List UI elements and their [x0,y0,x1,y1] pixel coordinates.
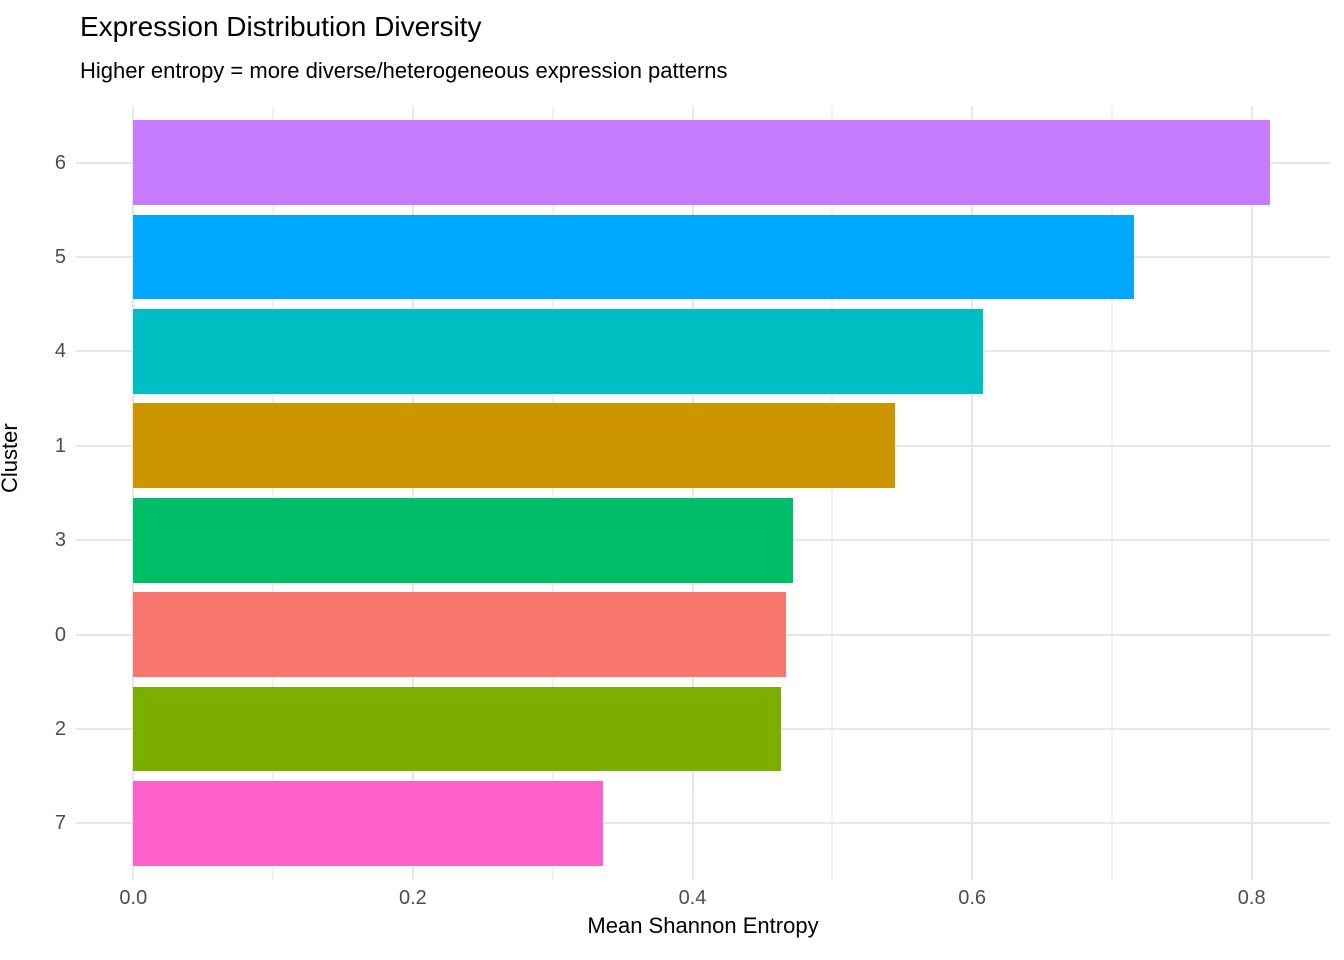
y-tick-label-0: 0 [54,623,66,646]
bar-cluster-4 [133,308,984,394]
y-tick-label-2: 2 [54,717,66,740]
plot-panel [76,106,1330,880]
y-tick-label-1: 1 [54,434,66,457]
y-tick-label-7: 7 [54,812,66,835]
x-tick-label-0.4: 0.4 [678,887,707,909]
bar-cluster-5 [133,214,1135,300]
bar-cluster-7 [133,780,604,866]
x-tick-label-0.6: 0.6 [958,887,987,909]
chart-subtitle: Higher entropy = more diverse/heterogene… [80,58,728,83]
chart-title: Expression Distribution Diversity [80,11,482,42]
y-tick-label-3: 3 [54,529,66,552]
bar-cluster-0 [133,592,787,678]
y-tick-label-5: 5 [54,246,66,269]
x-tick-label-0.0: 0.0 [119,887,148,909]
bar-cluster-1 [133,403,896,489]
y-gridline-cluster-7 [76,822,1330,825]
x-major-gridline-0.4 [691,106,694,880]
x-tick-label-0.2: 0.2 [399,887,427,909]
x-tick-label-0.8: 0.8 [1237,887,1266,909]
x-major-gridline-0.6 [971,106,974,880]
y-axis-title: Cluster [0,423,22,493]
y-tick-label-6: 6 [54,151,66,174]
x-major-gridline-0 [132,106,135,880]
x-major-gridline-0.8 [1250,106,1253,880]
x-axis-title: Mean Shannon Entropy [587,913,819,938]
x-minor-gridline-0.7 [1110,106,1113,880]
y-tick-label-4: 4 [54,340,66,363]
bar-cluster-2 [133,686,781,772]
x-major-gridline-0.2 [411,106,414,880]
x-minor-gridline-0.5 [831,106,834,880]
x-minor-gridline-0.3 [551,106,554,880]
bar-cluster-3 [133,497,794,583]
bar-cluster-6 [133,120,1270,206]
x-minor-gridline-0.1 [272,106,275,880]
